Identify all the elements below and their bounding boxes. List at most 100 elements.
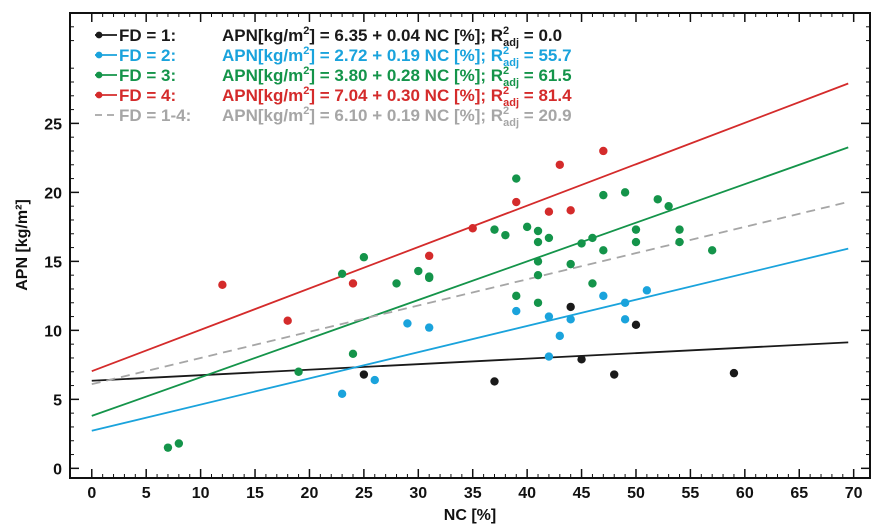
legend-eq-r-value: = 81.4 — [519, 86, 572, 105]
data-point-series-3 — [468, 224, 477, 233]
legend-equation: APN[kg/m2] = 7.04 + 0.30 NC [%]; R2 adj =… — [222, 85, 572, 109]
y-tick-label: 0 — [53, 461, 62, 478]
data-point-series-1 — [620, 315, 630, 324]
data-point-series-2 — [675, 225, 684, 234]
data-point-series-0 — [566, 302, 575, 312]
data-point-series-3 — [424, 251, 434, 261]
y-tick-label: 5 — [53, 392, 62, 409]
x-tick-label: 10 — [192, 485, 210, 502]
data-point-series-2 — [533, 237, 543, 247]
data-point-series-2 — [653, 195, 662, 204]
legend-eq-r-sub: adj — [503, 77, 519, 89]
legend-eq-r-sub: adj — [503, 117, 519, 129]
legend-eq-equation-mid: ] = 6.35 + 0.04 NC [%]; R — [309, 26, 503, 45]
data-point-series-0 — [577, 355, 586, 364]
legend-marker — [95, 31, 103, 39]
data-point-series-2 — [533, 298, 543, 307]
data-point-series-1 — [403, 319, 412, 328]
y-tick-label: 15 — [44, 254, 62, 271]
data-point-series-0 — [359, 370, 369, 379]
data-point-series-3 — [348, 279, 358, 288]
legend-entry-0: FD = 1: APN[kg/m2] = 6.35 + 0.04 NC [%]; … — [95, 25, 562, 49]
data-point-series-2 — [163, 443, 173, 452]
data-point-series-2 — [294, 367, 303, 376]
x-tick-label: 30 — [409, 485, 427, 502]
legend-equation: APN[kg/m2] = 2.72 + 0.19 NC [%]; R2 adj =… — [222, 45, 572, 69]
data-point-series-2 — [707, 246, 717, 255]
data-point-series-2 — [533, 226, 543, 236]
data-point-series-1 — [555, 331, 564, 341]
legend-marker — [95, 91, 103, 99]
data-point-series-2 — [392, 279, 401, 288]
data-point-series-3 — [512, 197, 521, 207]
legend-eq-r-value: = 61.5 — [519, 66, 571, 85]
legend-eq-r-sup: 2 — [503, 85, 509, 97]
legend-equation: APN[kg/m2] = 3.80 + 0.28 NC [%]; R2 adj =… — [222, 65, 572, 89]
legend-equation: APN[kg/m2] = 6.10 + 0.19 NC [%]; R2 adj =… — [222, 105, 572, 129]
data-point-series-2 — [512, 291, 521, 301]
data-point-series-1 — [337, 389, 347, 399]
legend-eq-r-value: = 55.7 — [519, 46, 571, 65]
data-point-series-0 — [610, 370, 619, 379]
legend-eq-equation-prefix: APN[kg/m — [222, 46, 303, 65]
data-point-series-1 — [512, 306, 521, 316]
data-point-series-3 — [283, 316, 292, 325]
data-point-series-2 — [414, 266, 423, 276]
legend: FD = 1: APN[kg/m2] = 6.35 + 0.04 NC [%]; … — [95, 25, 572, 129]
y-tick-label: 10 — [44, 323, 62, 340]
legend-equation: APN[kg/m2] = 6.35 + 0.04 NC [%]; R2 adj =… — [222, 25, 562, 49]
legend-eq-r-sup: 2 — [503, 65, 509, 77]
data-point-series-2 — [359, 253, 369, 262]
fit-line-0 — [91, 341, 849, 382]
legend-eq-r-sup: 2 — [503, 105, 509, 117]
data-point-series-2 — [533, 270, 543, 280]
legend-eq-r-value: = 20.9 — [519, 106, 571, 125]
data-point-series-2 — [599, 190, 608, 200]
legend-entry-4: FD = 1-4: APN[kg/m2] = 6.10 + 0.19 NC [%]… — [95, 105, 572, 129]
data-point-series-2 — [174, 439, 184, 448]
legend-eq-r-sub: adj — [503, 97, 519, 109]
data-point-series-2 — [599, 246, 608, 255]
legend-entry-2: FD = 3: APN[kg/m2] = 3.80 + 0.28 NC [%]; … — [95, 65, 572, 89]
data-point-series-2 — [348, 349, 358, 359]
data-point-series-2 — [664, 201, 673, 211]
data-point-series-3 — [599, 146, 608, 156]
legend-eq-equation-mid: ] = 6.10 + 0.19 NC [%]; R — [309, 106, 503, 125]
fit-lines — [91, 82, 849, 432]
x-tick-label: 35 — [464, 485, 482, 502]
data-point-series-1 — [544, 312, 554, 321]
legend-eq-r-sub: adj — [503, 37, 519, 49]
y-tick-label: 25 — [44, 116, 62, 133]
data-point-series-2 — [512, 174, 521, 183]
data-point-series-3 — [566, 206, 575, 215]
legend-label: FD = 2: — [119, 46, 176, 65]
data-point-series-3 — [218, 280, 227, 290]
legend-eq-equation-prefix: APN[kg/m — [222, 26, 303, 45]
legend-label: FD = 4: — [119, 86, 176, 105]
data-point-series-0 — [729, 368, 739, 378]
data-point-series-1 — [424, 323, 434, 332]
x-tick-label: 40 — [518, 485, 536, 502]
data-point-series-2 — [337, 269, 347, 278]
data-point-series-1 — [599, 291, 608, 301]
data-point-series-0 — [631, 320, 641, 330]
data-point-series-2 — [501, 230, 510, 240]
data-point-series-2 — [631, 225, 641, 234]
data-point-series-2 — [577, 239, 586, 248]
x-tick-label: 55 — [682, 485, 700, 502]
legend-eq-r-sub: adj — [503, 57, 519, 69]
legend-eq-equation-sup: 2 — [303, 25, 309, 37]
data-point-series-2 — [533, 257, 543, 266]
legend-eq-equation-sup: 2 — [303, 105, 309, 117]
data-point-series-2 — [522, 222, 532, 232]
data-point-series-1 — [566, 315, 575, 324]
x-axis-title: NC [%] — [444, 507, 496, 524]
legend-eq-r-sup: 2 — [503, 25, 509, 37]
data-point-series-2 — [588, 279, 597, 288]
legend-label: FD = 1: — [119, 26, 176, 45]
legend-eq-r-sup: 2 — [503, 45, 509, 57]
legend-eq-equation-mid: ] = 7.04 + 0.30 NC [%]; R — [309, 86, 503, 105]
x-tick-label: 45 — [573, 485, 591, 502]
data-point-series-1 — [642, 286, 652, 295]
legend-entry-1: FD = 2: APN[kg/m2] = 2.72 + 0.19 NC [%]; … — [95, 45, 572, 69]
